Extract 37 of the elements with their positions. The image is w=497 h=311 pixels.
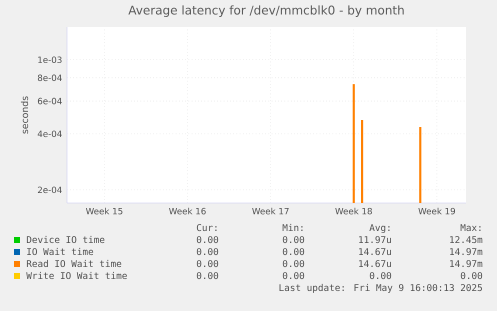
legend-label: Read IO Wait time bbox=[26, 260, 122, 268]
y-axis-title: seconds bbox=[20, 96, 28, 134]
y-tick-label: 8e-04 bbox=[38, 74, 62, 82]
text: 14.67u bbox=[359, 248, 391, 256]
text: 0.00 bbox=[282, 272, 304, 280]
text: 0.00 bbox=[282, 236, 304, 244]
chart-title: Average latency for /dev/mmcblk0 - by month bbox=[128, 5, 404, 17]
text: 0.00 bbox=[196, 260, 218, 268]
text: 0.00 bbox=[370, 272, 392, 280]
text: 12.45m bbox=[450, 236, 482, 244]
legend-label: Device IO time bbox=[26, 236, 104, 244]
x-tick-label: Week 19 bbox=[418, 208, 456, 214]
text: 0.00 bbox=[196, 272, 218, 280]
y-tick-label: 2e-04 bbox=[38, 186, 62, 194]
text: Last update: Fri May 9 16:00:13 2025 bbox=[280, 284, 482, 293]
text: 0.00 bbox=[196, 248, 218, 256]
x-tick-label: Week 16 bbox=[169, 208, 206, 214]
text: Min: bbox=[282, 224, 302, 231]
y-tick-label: 1e-03 bbox=[38, 56, 62, 64]
legend-label: IO Wait time bbox=[27, 248, 94, 256]
y-tick-label: 4e-04 bbox=[38, 130, 62, 138]
y-tick-label: 6e-04 bbox=[38, 98, 62, 104]
text: 14.97m bbox=[450, 260, 482, 268]
text: 14.97m bbox=[450, 248, 482, 256]
text: 0.00 bbox=[460, 272, 482, 280]
x-tick-label: Week 18 bbox=[335, 208, 372, 214]
text: 14.67u bbox=[359, 260, 391, 268]
text: Avg: bbox=[369, 224, 390, 233]
text: 0.00 bbox=[282, 248, 304, 256]
text: 0.00 bbox=[282, 260, 304, 268]
text: 11.97u bbox=[359, 236, 391, 244]
text: Max: bbox=[460, 224, 480, 232]
text: Cur: bbox=[196, 224, 216, 232]
text: 0.00 bbox=[196, 236, 218, 244]
x-tick-label: Week 17 bbox=[252, 208, 289, 214]
legend-label: Write IO Wait time bbox=[26, 272, 127, 280]
x-tick-label: Week 15 bbox=[86, 208, 122, 214]
